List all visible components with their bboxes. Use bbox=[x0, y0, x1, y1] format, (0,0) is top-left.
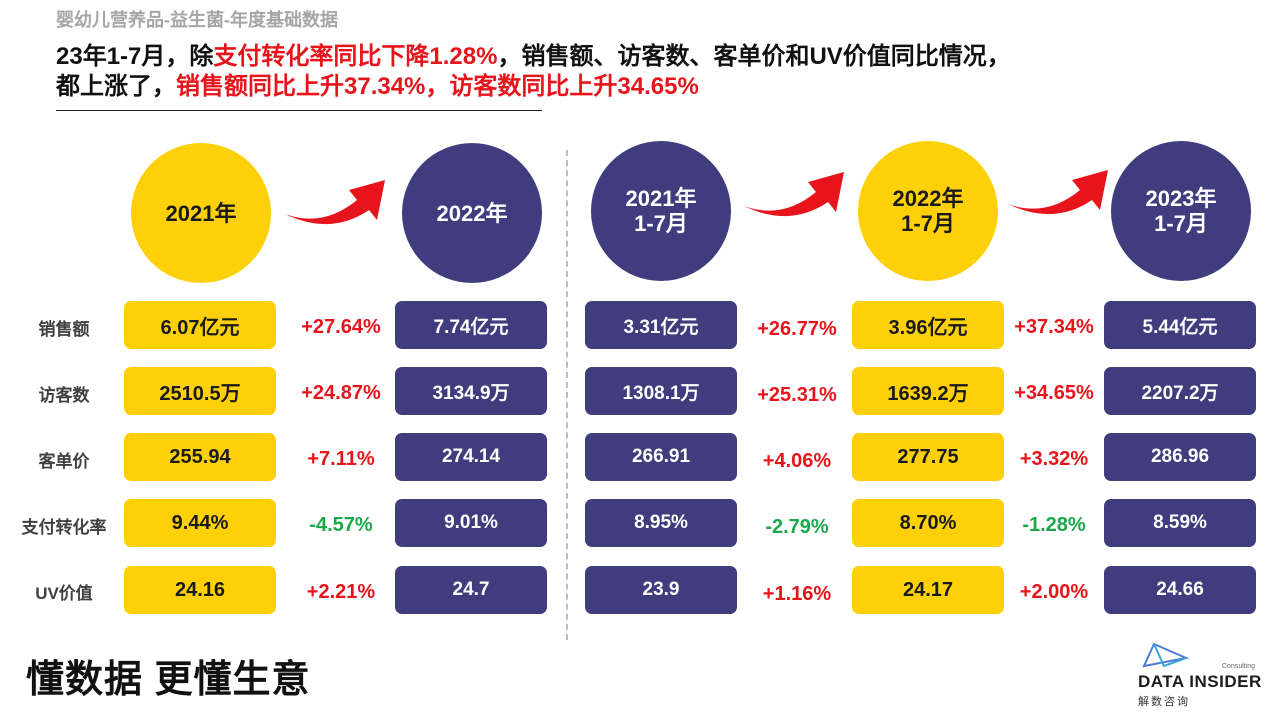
change-cell: +2.00% bbox=[1019, 581, 1089, 603]
value-cell: 9.01% bbox=[395, 499, 547, 547]
period-circle-2021-jan-jul: 2021年 1-7月 bbox=[591, 141, 731, 281]
breadcrumb: 婴幼儿营养品-益生菌-年度基础数据 bbox=[56, 10, 338, 30]
value-cell: 274.14 bbox=[395, 433, 547, 481]
growth-arrow-icon bbox=[744, 172, 844, 217]
slogan: 懂数据 更懂生意 bbox=[26, 659, 311, 701]
headline-highlight: 销售额同比上升37.34%，访客数同比上升34.65% bbox=[176, 73, 699, 100]
row-label-avg-order-value: 客单价 bbox=[38, 452, 90, 471]
change-cell: -1.28% bbox=[1022, 514, 1086, 536]
value-cell: 5.44亿元 bbox=[1104, 301, 1256, 349]
value-cell: 24.16 bbox=[124, 566, 276, 614]
value-cell: 2510.5万 bbox=[124, 367, 276, 415]
value-cell: 8.95% bbox=[585, 499, 737, 547]
logo-cn-name: 解数咨询 bbox=[1138, 696, 1190, 708]
change-cell: +34.65% bbox=[1014, 382, 1094, 404]
change-cell: +26.77% bbox=[757, 318, 837, 340]
row-label-sales: 销售额 bbox=[38, 320, 90, 339]
value-cell: 8.70% bbox=[852, 499, 1004, 547]
value-cell: 3134.9万 bbox=[395, 367, 547, 415]
row-label-visitors: 访客数 bbox=[38, 386, 90, 405]
value-cell: 1639.2万 bbox=[852, 367, 1004, 415]
value-cell: 286.96 bbox=[1104, 433, 1256, 481]
change-cell: +37.34% bbox=[1014, 316, 1094, 338]
logo-triangle-icon bbox=[1142, 642, 1190, 668]
value-cell: 255.94 bbox=[124, 433, 276, 481]
value-cell: 6.07亿元 bbox=[124, 301, 276, 349]
change-cell: +7.11% bbox=[307, 448, 375, 470]
value-cell: 266.91 bbox=[585, 433, 737, 481]
value-cell: 3.31亿元 bbox=[585, 301, 737, 349]
value-cell: 9.44% bbox=[124, 499, 276, 547]
headline-line-2: 都上涨了，销售额同比上升37.34%，访客数同比上升34.65% bbox=[56, 72, 1011, 102]
headline-highlight: 支付转化率同比下降1.28% bbox=[213, 43, 498, 70]
value-cell: 8.59% bbox=[1104, 499, 1256, 547]
value-cell: 1308.1万 bbox=[585, 367, 737, 415]
change-cell: +27.64% bbox=[301, 316, 381, 338]
period-label: 2021年 bbox=[165, 200, 237, 226]
section-divider bbox=[566, 150, 568, 640]
change-cell: +24.87% bbox=[301, 382, 381, 404]
period-label: 2023年 1-7月 bbox=[1145, 186, 1217, 236]
row-label-uv-value: UV价值 bbox=[35, 584, 93, 603]
headline-text: 23年1-7月，除 bbox=[56, 43, 214, 70]
logo-name: DATA INSIDER bbox=[1138, 672, 1262, 691]
change-cell: +1.16% bbox=[762, 583, 832, 605]
growth-arrow-icon bbox=[285, 180, 385, 225]
period-circle-2022: 2022年 bbox=[402, 143, 542, 283]
period-label: 2022年 1-7月 bbox=[892, 186, 964, 236]
period-label: 2021年 1-7月 bbox=[625, 186, 697, 236]
page-title: 23年1-7月，除支付转化率同比下降1.28%，销售额、访客数、客单价和UV价值… bbox=[56, 42, 1011, 102]
title-underline bbox=[56, 110, 542, 111]
growth-arrow-icon bbox=[1008, 170, 1108, 215]
value-cell: 24.17 bbox=[852, 566, 1004, 614]
row-label-conversion-rate: 支付转化率 bbox=[21, 518, 107, 537]
change-cell: -4.57% bbox=[309, 514, 373, 536]
value-cell: 2207.2万 bbox=[1104, 367, 1256, 415]
change-cell: +4.06% bbox=[762, 450, 832, 472]
value-cell: 24.66 bbox=[1104, 566, 1256, 614]
logo-consulting-text: Consulting bbox=[1222, 663, 1256, 670]
change-cell: -2.79% bbox=[765, 516, 829, 538]
period-circle-2021: 2021年 bbox=[131, 143, 271, 283]
headline-text: ，销售额、访客数、客单价和UV价值同比情况， bbox=[497, 43, 1011, 70]
value-cell: 23.9 bbox=[585, 566, 737, 614]
value-cell: 277.75 bbox=[852, 433, 1004, 481]
period-label: 2022年 bbox=[436, 200, 508, 226]
period-circle-2022-jan-jul: 2022年 1-7月 bbox=[858, 141, 998, 281]
value-cell: 3.96亿元 bbox=[852, 301, 1004, 349]
headline-line-1: 23年1-7月，除支付转化率同比下降1.28%，销售额、访客数、客单价和UV价值… bbox=[56, 42, 1011, 72]
change-cell: +2.21% bbox=[306, 581, 376, 603]
headline-text: 都上涨了， bbox=[56, 73, 176, 100]
value-cell: 24.7 bbox=[395, 566, 547, 614]
period-circle-2023-jan-jul: 2023年 1-7月 bbox=[1111, 141, 1251, 281]
change-cell: +25.31% bbox=[757, 384, 837, 406]
change-cell: +3.32% bbox=[1019, 448, 1089, 470]
value-cell: 7.74亿元 bbox=[395, 301, 547, 349]
